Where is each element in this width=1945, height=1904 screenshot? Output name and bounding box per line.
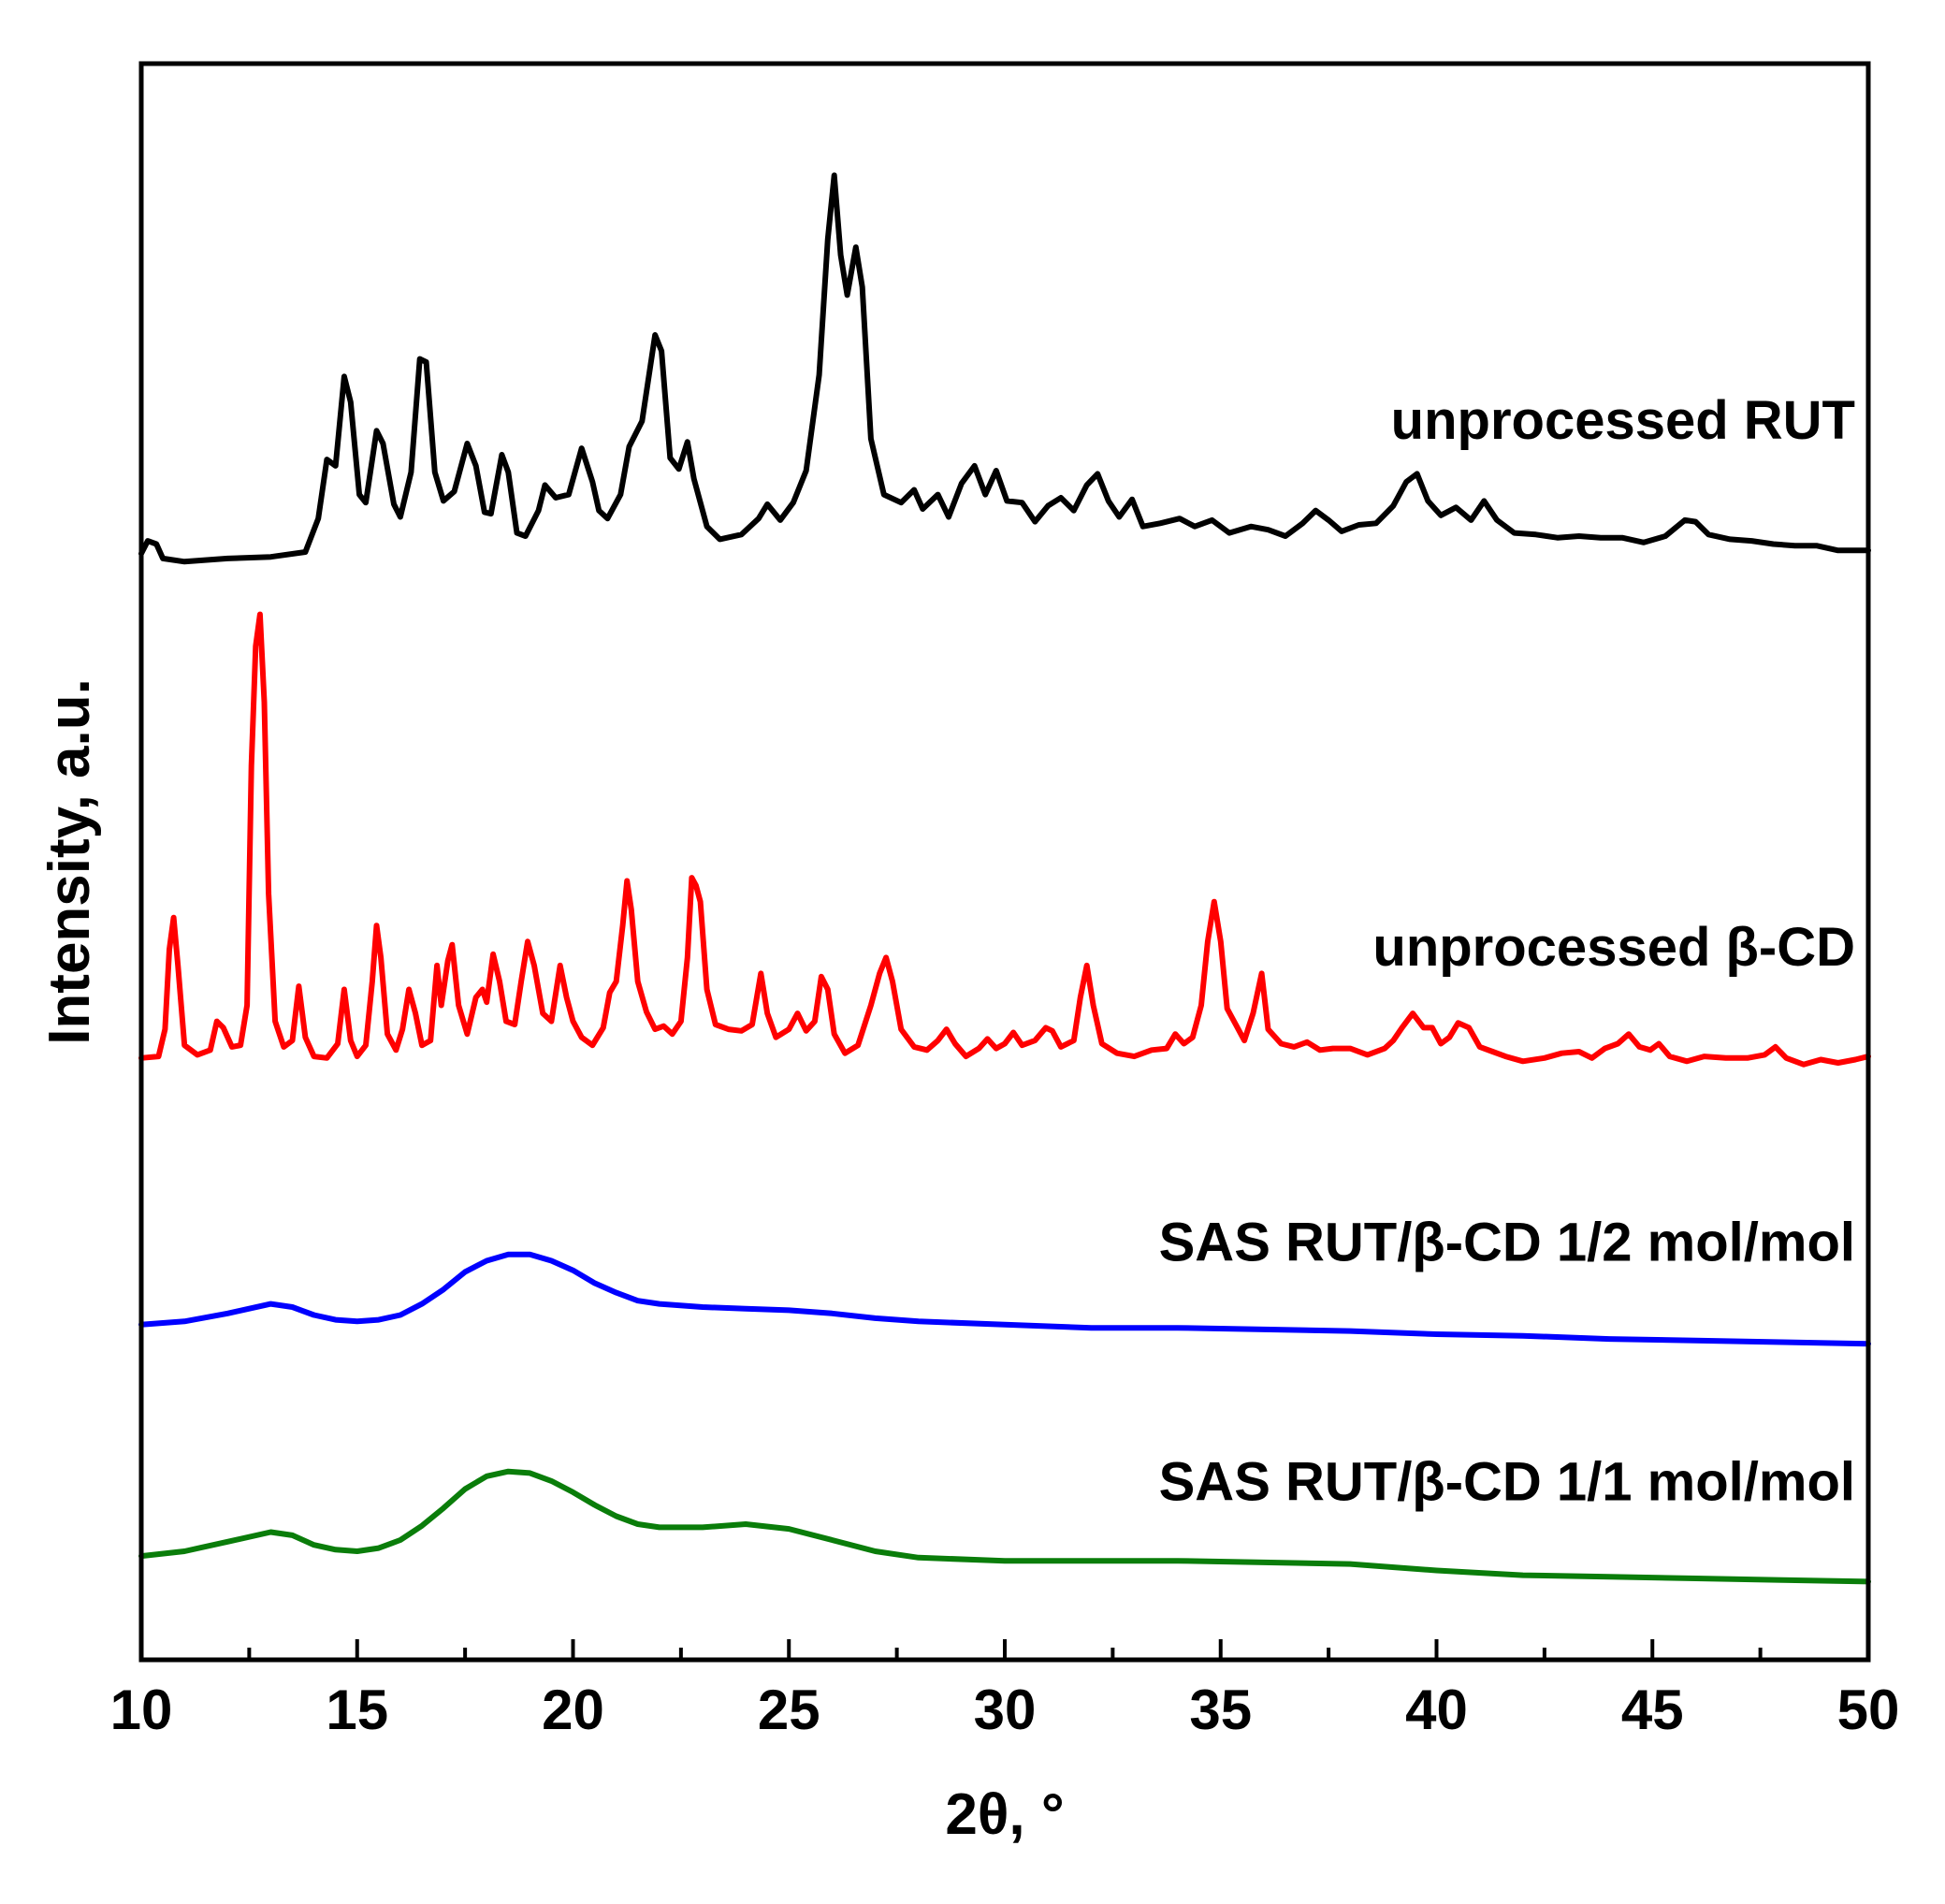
x-tick-label: 40 xyxy=(1405,1679,1468,1741)
series-label-1: unprocessed RUT xyxy=(1391,390,1855,451)
series-line-3 xyxy=(138,1251,1871,1347)
x-tick-label: 20 xyxy=(542,1679,604,1741)
series-label-2: unprocessed β-CD xyxy=(1372,917,1855,978)
x-tick-label: 50 xyxy=(1837,1679,1900,1741)
series-layer xyxy=(138,172,1871,1585)
x-axis-title: 2θ, ° xyxy=(945,1782,1064,1847)
x-axis-tick-labels: 10 15 20 25 30 35 40 45 50 xyxy=(110,1679,1900,1741)
x-tick-label: 30 xyxy=(974,1679,1037,1741)
series-line-4 xyxy=(138,1468,1871,1585)
series-labels: unprocessed RUT unprocessed β-CD SAS RUT/β… xyxy=(1159,390,1855,1512)
x-tick-label: 10 xyxy=(110,1679,173,1741)
x-axis-ticks xyxy=(139,1639,1870,1660)
series-line-2 xyxy=(138,611,1871,1068)
x-tick-label: 35 xyxy=(1189,1679,1252,1741)
x-tick-label: 45 xyxy=(1621,1679,1684,1741)
x-tick-label: 25 xyxy=(758,1679,820,1741)
series-line-1 xyxy=(138,172,1871,565)
series-label-4: SAS RUT/β-CD 1/1 mol/mol xyxy=(1159,1451,1855,1512)
x-tick-label: 15 xyxy=(326,1679,388,1741)
y-axis-title: Intensity, a.u. xyxy=(37,678,102,1045)
series-label-3: SAS RUT/β-CD 1/2 mol/mol xyxy=(1159,1213,1855,1273)
